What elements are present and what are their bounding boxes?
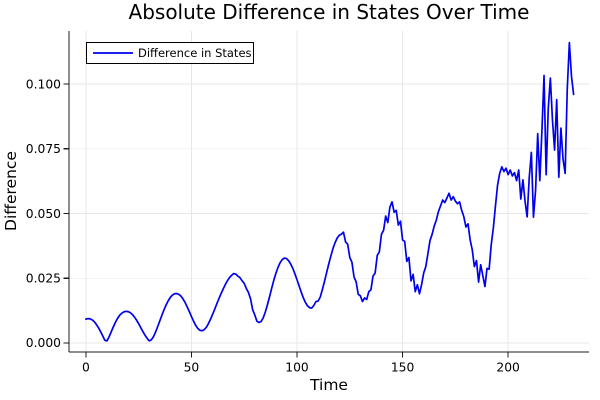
y-tick-label: 0.050 xyxy=(26,207,61,221)
grid-lines xyxy=(69,31,589,352)
tick-labels: 0 50 100 150 200 0.000 0.025 0.050 0.075 0.100 xyxy=(26,77,520,374)
y-axis-label: Difference xyxy=(2,151,20,231)
chart-title: Absolute Difference in States Over Time xyxy=(129,0,530,24)
y-tick-label: 0.025 xyxy=(26,272,61,286)
axes xyxy=(63,31,589,358)
legend-box xyxy=(86,42,254,64)
y-tick-label: 0.100 xyxy=(26,77,61,91)
x-tick-label: 0 xyxy=(82,361,90,375)
x-tick-label: 200 xyxy=(496,361,519,375)
x-axis-label: Time xyxy=(309,376,348,394)
legend-label: Difference in States xyxy=(138,46,252,60)
legend: Difference in States xyxy=(86,42,254,64)
x-tick-label: 100 xyxy=(285,361,308,375)
x-tick-label: 50 xyxy=(184,361,200,375)
difference-series-line xyxy=(85,41,575,342)
y-tick-label: 0.000 xyxy=(26,336,61,350)
x-tick-label: 150 xyxy=(391,361,414,375)
y-tick-label: 0.075 xyxy=(26,142,61,156)
